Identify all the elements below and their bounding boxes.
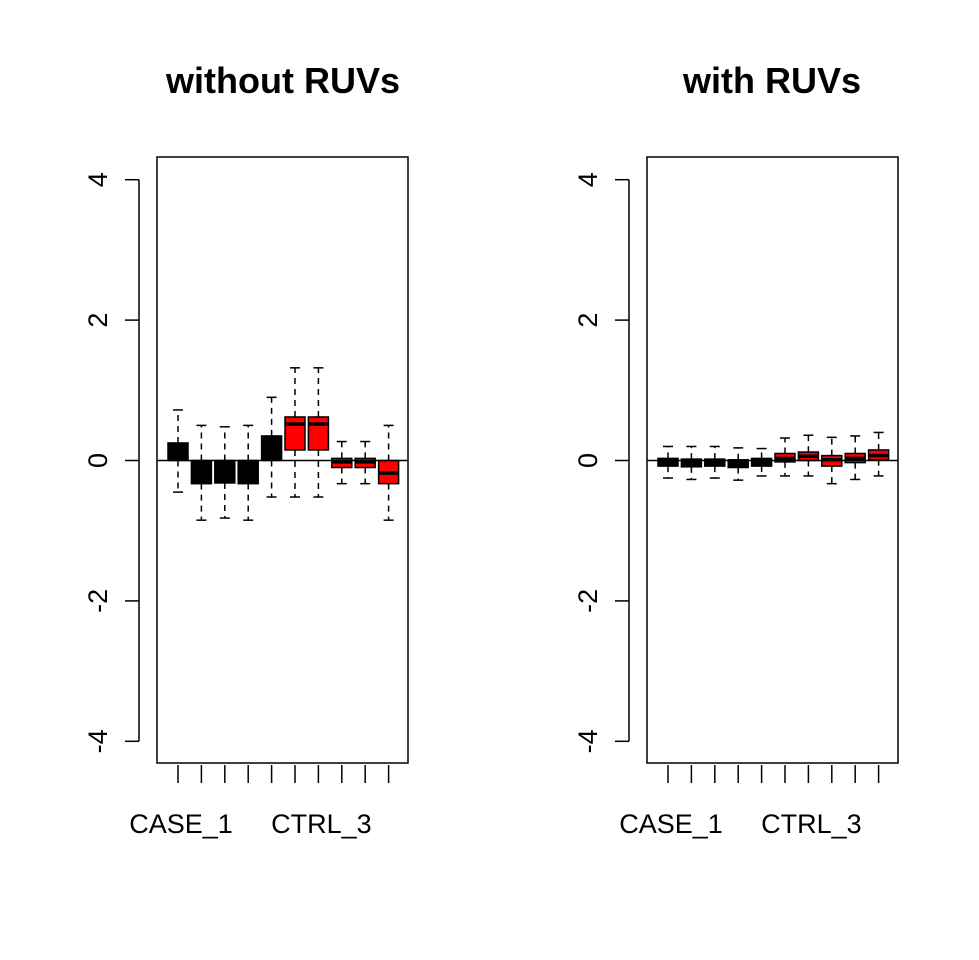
y-tick-label: 4 bbox=[83, 172, 113, 187]
box-body bbox=[237, 459, 259, 485]
box-1 bbox=[657, 445, 679, 479]
box-7 bbox=[307, 367, 330, 498]
box-3 bbox=[704, 445, 726, 479]
box-4 bbox=[237, 424, 259, 521]
y-tick-label: -2 bbox=[83, 589, 113, 613]
box-5 bbox=[260, 396, 283, 498]
x-axis: CASE_1 CTRL_3 bbox=[129, 765, 390, 839]
y-tick-label: 2 bbox=[573, 313, 603, 328]
box-10 bbox=[867, 431, 890, 477]
box-body bbox=[260, 435, 283, 462]
y-tick-label: 0 bbox=[573, 453, 603, 468]
box-9 bbox=[354, 440, 376, 485]
box-body bbox=[284, 416, 306, 451]
y-axis: -4 -2 0 2 4 bbox=[573, 172, 630, 753]
box-2 bbox=[680, 445, 703, 481]
box-6 bbox=[284, 367, 306, 498]
x-category-label: CTRL_3 bbox=[271, 809, 372, 839]
y-axis: -4 -2 0 2 4 bbox=[83, 172, 140, 753]
box-body bbox=[307, 416, 330, 451]
y-tick-label: 4 bbox=[573, 172, 603, 187]
box-6 bbox=[774, 437, 796, 477]
box-1 bbox=[167, 409, 189, 493]
box-body bbox=[167, 442, 189, 462]
y-tick-label: 2 bbox=[83, 313, 113, 328]
box-series bbox=[647, 431, 898, 485]
y-tick-label: -4 bbox=[573, 729, 603, 753]
x-category-label: CASE_1 bbox=[619, 809, 723, 839]
panel-title-without-ruvs: without RUVs bbox=[165, 60, 400, 101]
panel-title-with-ruvs: with RUVs bbox=[682, 60, 861, 101]
y-tick-label: 0 bbox=[83, 453, 113, 468]
y-tick-label: -4 bbox=[83, 729, 113, 753]
panel-with-ruvs: with RUVs -4 -2 0 2 4 CASE_1 CTRL_3 bbox=[573, 60, 899, 839]
box-9 bbox=[844, 435, 866, 481]
box-5 bbox=[750, 447, 773, 477]
box-body bbox=[190, 459, 213, 485]
x-axis: CASE_1 CTRL_3 bbox=[619, 765, 880, 839]
x-category-label: CASE_1 bbox=[129, 809, 233, 839]
panel-without-ruvs: without RUVs -4 -2 0 2 4 CASE_1 CTRL_3 bbox=[83, 60, 409, 839]
x-category-label: CTRL_3 bbox=[761, 809, 862, 839]
box-series bbox=[157, 367, 408, 521]
box-2 bbox=[190, 424, 213, 521]
y-tick-label: -2 bbox=[573, 589, 603, 613]
box-8 bbox=[331, 440, 353, 485]
